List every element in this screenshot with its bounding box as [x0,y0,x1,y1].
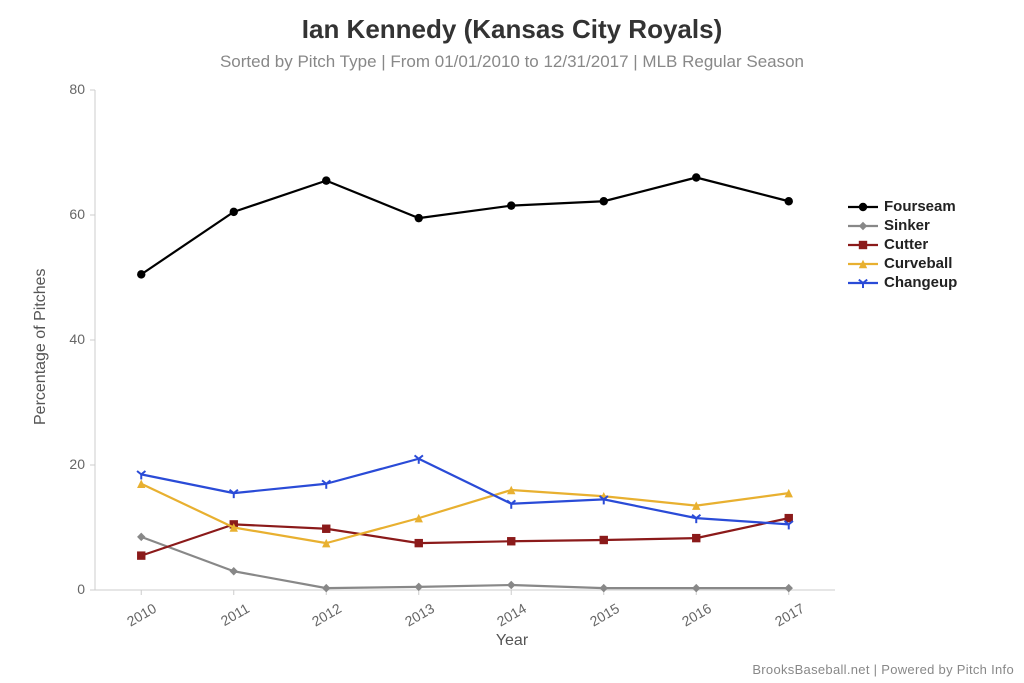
legend-label: Sinker [884,217,930,234]
chart-plot-area [0,0,1024,683]
legend-item-changeup: Changeup [848,274,957,291]
chart-container: { "title": { "text": "Ian Kennedy (Kansa… [0,0,1024,683]
legend-item-sinker: Sinker [848,217,957,234]
legend-label: Curveball [884,255,952,272]
legend-item-curveball: Curveball [848,255,957,272]
y-tick-label: 20 [69,456,85,472]
legend-item-cutter: Cutter [848,236,957,253]
series-fourseam [137,173,793,278]
y-tick-label: 40 [69,331,85,347]
chart-legend: Fourseam Sinker Cutter Curveball Changeup [848,198,957,293]
legend-label: Cutter [884,236,928,253]
legend-label: Fourseam [884,198,956,215]
y-tick-label: 80 [69,81,85,97]
series-changeup [137,455,793,529]
y-tick-label: 60 [69,206,85,222]
legend-item-fourseam: Fourseam [848,198,957,215]
series-cutter [137,514,793,560]
y-tick-label: 0 [77,581,85,597]
legend-label: Changeup [884,274,957,291]
